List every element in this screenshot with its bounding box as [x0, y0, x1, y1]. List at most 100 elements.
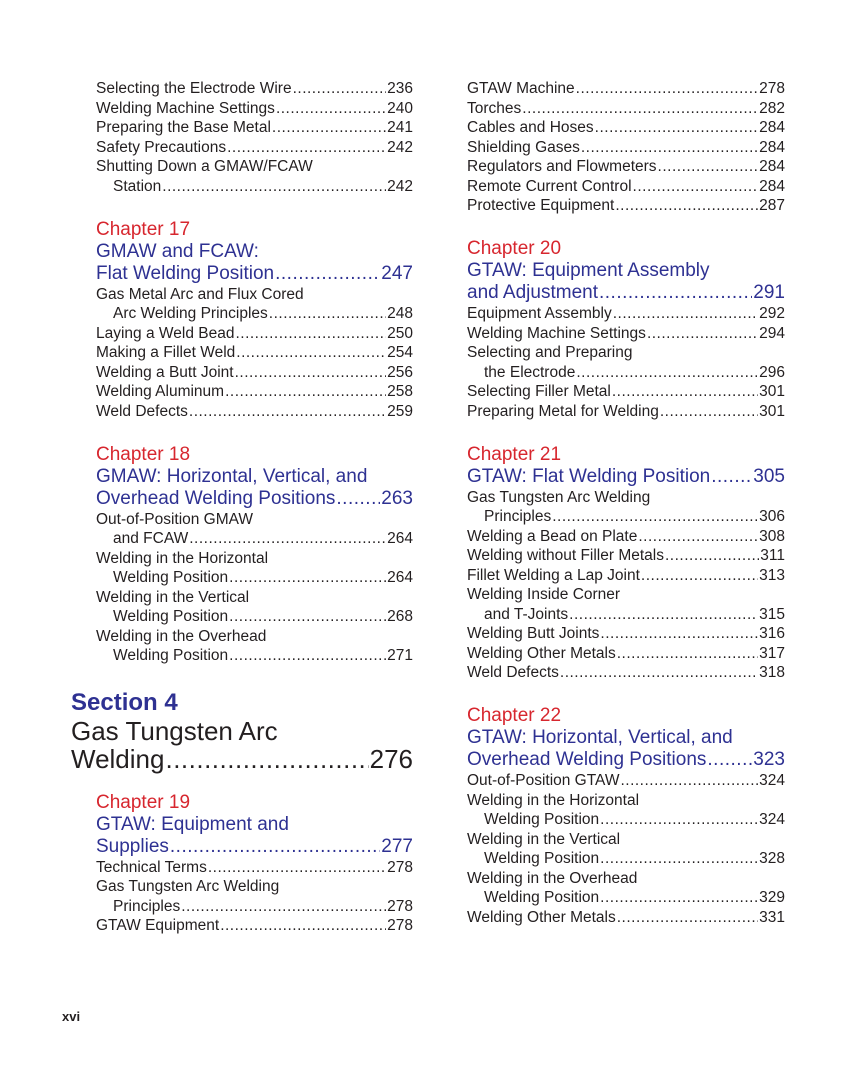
chapter-title-line-text: Supplies: [96, 835, 169, 857]
toc-entry[interactable]: Torches 282: [467, 99, 785, 119]
toc-entry-line-text: Welding a Bead on Plate: [467, 527, 638, 545]
page-number: 259: [387, 402, 413, 420]
toc-entry-line-text: Welding a Butt Joint: [96, 363, 234, 381]
page-number: 284: [759, 158, 785, 175]
toc-entry-line: Station 242: [96, 177, 413, 197]
dot-leader: [227, 138, 386, 158]
chapter-title-line[interactable]: GMAW and FCAW:: [96, 240, 259, 262]
chapter-title-line-text: GTAW: Flat Welding Position: [467, 465, 711, 487]
dot-leader: [633, 177, 759, 197]
toc-entry[interactable]: Welding without Filler Metals 311: [467, 546, 785, 566]
toc-entry[interactable]: Making a Fillet Weld 254: [96, 343, 413, 363]
toc-entry[interactable]: Welding in the Vertical Welding Position 2…: [96, 588, 413, 627]
dot-leader: [600, 624, 758, 644]
toc-entry-line: Welding Position 324: [467, 810, 785, 830]
chapter-block: Chapter 22 GTAW: Horizontal, Vertical, an…: [467, 705, 785, 771]
toc-entry[interactable]: Technical Terms 278: [96, 858, 413, 878]
dot-leader: [641, 566, 758, 586]
chapter-title-line[interactable]: Flat Welding Position 247: [96, 263, 413, 285]
chapter-title-line-text: Overhead Welding Positions: [96, 487, 336, 509]
page-number: 278: [387, 917, 413, 934]
toc-entry[interactable]: Selecting and Preparing the Electrode 296: [467, 343, 785, 382]
toc-entry[interactable]: Out-of-Position GTAW 324: [467, 771, 785, 791]
toc-entry-line: Welding without Filler Metals 311: [467, 546, 785, 566]
page-number: 264: [387, 569, 413, 586]
toc-entry-line-text: Out-of-Position GTAW: [467, 772, 620, 789]
toc-entry[interactable]: Shutting Down a GMAW/FCAW Station 242: [96, 157, 413, 196]
toc-entry-line-text: Weld Defects: [96, 402, 188, 420]
toc-entry[interactable]: Welding Machine Settings 294: [467, 324, 785, 344]
toc-entry[interactable]: Gas Tungsten Arc Welding Principles 278: [96, 877, 413, 916]
toc-entry[interactable]: Laying a Weld Bead 250: [96, 324, 413, 344]
toc-entry-line: Cables and Hoses 284: [467, 118, 785, 138]
toc-entry[interactable]: Weld Defects 318: [467, 663, 785, 683]
toc-entry-line-text: Preparing Metal for Welding: [467, 402, 659, 420]
page-number: 284: [759, 177, 785, 195]
toc-entry[interactable]: Welding Other Metals 317: [467, 644, 785, 664]
chapter-title-line[interactable]: GTAW: Flat Welding Position 305: [467, 466, 785, 488]
dot-leader: [617, 908, 758, 928]
toc-entry[interactable]: Selecting the Electrode Wire 236: [96, 79, 413, 99]
toc-entry[interactable]: Regulators and Flowmeters 284: [467, 157, 785, 177]
chapter-title-line[interactable]: GMAW: Horizontal, Vertical, and: [96, 465, 368, 487]
chapter-title-line[interactable]: GTAW: Horizontal, Vertical, and: [467, 727, 733, 748]
toc-entry[interactable]: Equipment Assembly 292: [467, 304, 785, 324]
chapter-title-line[interactable]: Supplies 277: [96, 836, 413, 858]
toc-entry[interactable]: Shielding Gases 284: [467, 138, 785, 158]
toc-entry[interactable]: Cables and Hoses 284: [467, 118, 785, 138]
toc-entry[interactable]: Welding in the Horizontal Welding Positio…: [467, 791, 785, 830]
toc-entry-line-text: Welding Machine Settings: [96, 99, 275, 117]
page-number: 287: [759, 197, 785, 214]
toc-entry[interactable]: Welding Butt Joints 316: [467, 624, 785, 644]
page-number: 254: [387, 344, 413, 361]
toc-entry[interactable]: Welding in the Vertical Welding Position 3…: [467, 830, 785, 869]
toc-entry[interactable]: Welding Other Metals 331: [467, 908, 785, 928]
chapter-title-line[interactable]: Overhead Welding Positions 323: [467, 749, 785, 771]
toc-entry[interactable]: Selecting Filler Metal 301: [467, 382, 785, 402]
chapter-label: Chapter 21: [467, 443, 562, 465]
toc-entry-line-text: Shielding Gases: [467, 138, 580, 156]
toc-entry[interactable]: Protective Equipment 287: [467, 196, 785, 216]
toc-entry[interactable]: Weld Defects 259: [96, 402, 413, 422]
toc-entry[interactable]: Welding a Butt Joint 256: [96, 363, 413, 383]
toc-entry[interactable]: Welding in the Overhead Welding Position 3…: [467, 869, 785, 908]
toc-entry[interactable]: Out-of-Position GMAW and FCAW 264: [96, 510, 413, 549]
toc-entry[interactable]: Safety Precautions 242: [96, 138, 413, 158]
toc-entry[interactable]: GTAW Machine 278: [467, 79, 785, 99]
toc-entry[interactable]: GTAW Equipment 278: [96, 916, 413, 936]
chapter-title-line[interactable]: GTAW: Equipment and: [96, 813, 289, 835]
chapter-title-line[interactable]: GTAW: Equipment Assembly: [467, 260, 710, 281]
page-number: 311: [760, 547, 785, 564]
toc-entry-line-text: Welding Position: [484, 889, 600, 906]
toc-entry[interactable]: Preparing Metal for Welding 301: [467, 402, 785, 422]
toc-entry[interactable]: Remote Current Control 284: [467, 177, 785, 197]
dot-leader: [189, 402, 386, 422]
toc-entry[interactable]: Welding Inside Corner and T-Joints 315: [467, 585, 785, 624]
dot-leader: [707, 749, 752, 771]
toc-entry-line: Protective Equipment 287: [467, 196, 785, 216]
toc-entry[interactable]: Welding Aluminum 258: [96, 382, 413, 402]
toc-entry[interactable]: Fillet Welding a Lap Joint 313: [467, 566, 785, 586]
dot-leader: [599, 282, 752, 304]
toc-entry-line-text: and FCAW: [113, 530, 189, 547]
chapter-title-line[interactable]: Overhead Welding Positions 263: [96, 488, 413, 510]
page-number: xvi: [62, 1009, 81, 1024]
toc-entry[interactable]: Gas Tungsten Arc Welding Principles 306: [467, 488, 785, 527]
toc-entry[interactable]: Welding Machine Settings 240: [96, 99, 413, 119]
dot-leader: [162, 177, 386, 197]
toc-entry[interactable]: Preparing the Base Metal 241: [96, 118, 413, 138]
toc-entry[interactable]: Welding a Bead on Plate 308: [467, 527, 785, 547]
chapter-title-line[interactable]: and Adjustment 291: [467, 282, 785, 304]
toc-entry[interactable]: Welding in the Overhead Welding Position 2…: [96, 627, 413, 666]
chapter-label: Chapter 22: [467, 705, 562, 726]
toc-entry[interactable]: Welding in the Horizontal Welding Positio…: [96, 549, 413, 588]
page-number: 329: [759, 889, 785, 906]
toc-entry-line-text: Arc Welding Principles: [113, 305, 268, 322]
page-number: 242: [387, 138, 413, 156]
toc-entry-line: Laying a Weld Bead 250: [96, 324, 413, 344]
page-number: 305: [753, 465, 785, 487]
toc-entry[interactable]: Gas Metal Arc and Flux Cored Arc Welding …: [96, 285, 413, 324]
page-number: 323: [753, 749, 785, 770]
